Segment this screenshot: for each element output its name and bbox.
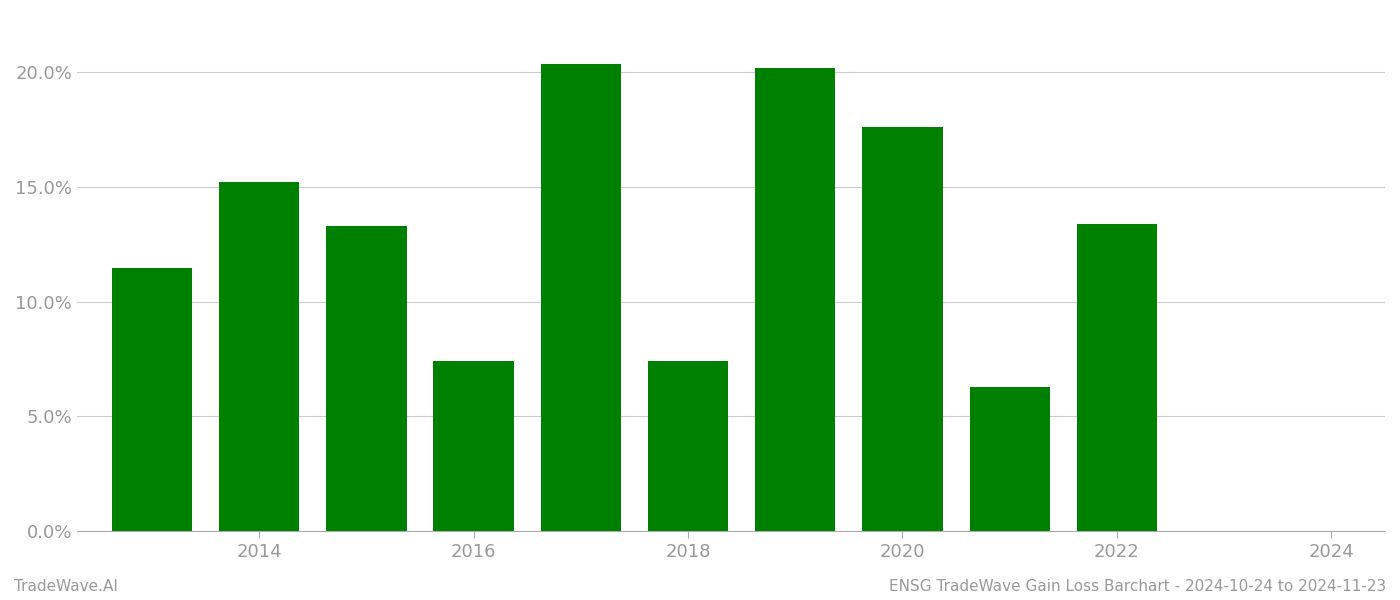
Bar xyxy=(648,361,728,531)
Bar xyxy=(112,268,192,531)
Bar xyxy=(540,64,622,531)
Text: ENSG TradeWave Gain Loss Barchart - 2024-10-24 to 2024-11-23: ENSG TradeWave Gain Loss Barchart - 2024… xyxy=(889,579,1386,594)
Bar xyxy=(434,361,514,531)
Bar xyxy=(862,127,942,531)
Text: TradeWave.AI: TradeWave.AI xyxy=(14,579,118,594)
Bar xyxy=(1077,224,1158,531)
Bar xyxy=(755,68,836,531)
Bar xyxy=(326,226,406,531)
Bar xyxy=(970,386,1050,531)
Bar xyxy=(218,182,300,531)
